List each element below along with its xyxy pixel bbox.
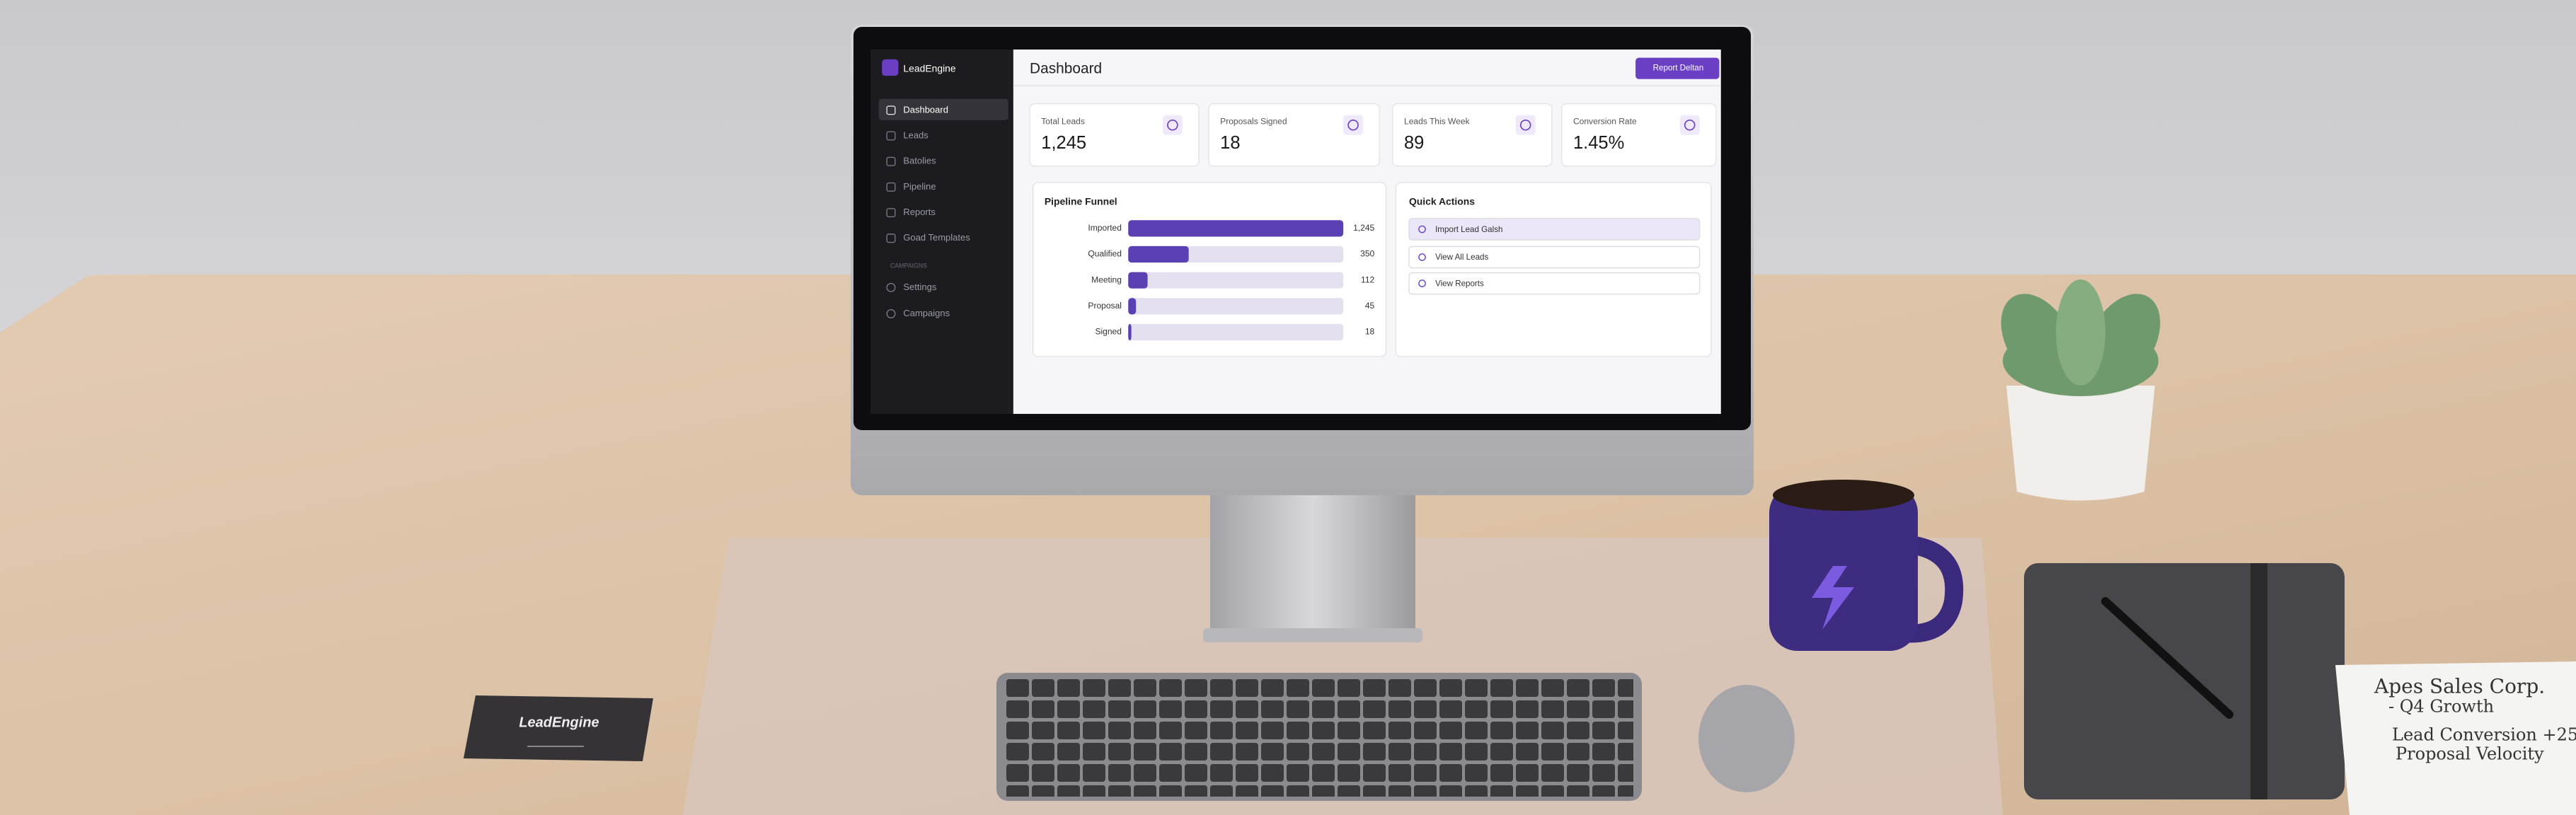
nav-item[interactable]: Campaigns [903,308,950,318]
report-button-label[interactable]: Report Deltan [1653,64,1704,73]
nav-icon [886,282,896,292]
quick-action-icon [1418,253,1426,261]
stat-card [1392,103,1553,167]
mug-handle [1902,536,1964,643]
stat-value: 89 [1404,133,1424,153]
stat-value: 18 [1220,133,1240,153]
nav-icon [886,131,896,141]
quick-action-label[interactable]: View Reports [1435,279,1484,288]
nav-icon [886,182,896,192]
stat-icon [1515,115,1536,135]
stat-icon-glyph [1519,119,1531,131]
funnel-value-label: 1,245 [1353,223,1374,233]
stat-label: Conversion Rate [1573,116,1637,126]
stat-icon [1162,115,1183,135]
nav-item[interactable]: Goad Templates [903,232,970,243]
screen: LeadEngine Dashboard Leads Batolies Pipelin… [870,50,1721,415]
keyboard-keys [1005,678,1633,797]
stat-icon-glyph [1167,119,1178,131]
quick-action-icon [1418,225,1426,233]
funnel-value-label: 45 [1365,301,1375,311]
pen [2101,597,2233,719]
notebook [2024,563,2345,799]
funnel-value-label: 112 [1361,274,1375,284]
funnel-label: Proposal [1088,301,1122,311]
card-brand: LeadEngine [519,715,599,730]
note: Apes Sales Corp. - Q4 Growth Lead Conver… [2335,661,2576,815]
nav-item[interactable]: Settings [903,282,936,292]
funnel-track [1128,272,1344,289]
quick-action-label[interactable]: View All Leads [1435,253,1488,262]
note-line: - Q4 Growth [2388,697,2494,717]
nav-icon [886,105,896,115]
note-line: Apes Sales Corp. [2374,675,2545,698]
nav-item[interactable]: Reports [903,207,936,217]
funnel-bar [1128,323,1132,341]
nav-item[interactable]: Batolies [903,156,936,166]
funnel-track [1128,323,1344,341]
funnel-label: Meeting [1091,274,1122,284]
quick-action-button[interactable] [1408,272,1701,295]
stat-label: Leads This Week [1404,116,1471,126]
logo-icon [882,59,899,76]
mouse [1698,685,1795,792]
quick-action-icon [1418,279,1426,287]
stat-icon-glyph [1684,119,1696,131]
funnel-value-label: 18 [1365,327,1375,337]
app-name: LeadEngine [903,63,956,74]
stat-card [1208,103,1380,167]
funnel-title: Pipeline Funnel [1045,195,1117,207]
nav-icon [886,309,896,319]
funnel-bar [1128,245,1189,263]
stat-icon-glyph [1347,119,1359,131]
funnel-label: Qualified [1088,249,1122,259]
stat-label: Proposals Signed [1220,116,1287,126]
report-button[interactable] [1635,57,1720,79]
header-title: Dashboard [1030,60,1102,76]
business-card: LeadEngine [464,695,653,761]
funnel-bar [1128,298,1137,315]
quick-action-label[interactable]: Import Lead Galsh [1435,225,1502,234]
funnel-bar [1128,272,1148,289]
stat-icon [1679,115,1700,135]
funnel-label: Imported [1088,223,1122,233]
nav-item[interactable]: Dashboard [903,104,948,115]
quick-actions-panel [1395,182,1712,357]
note-line: Lead Conversion +25 [2392,725,2576,745]
note-line: Proposal Velocity [2396,744,2544,764]
monitor-stand [1210,494,1415,635]
quick-action-button[interactable] [1408,218,1701,241]
note-paper [2335,661,2576,815]
nav-item[interactable]: Pipeline [903,181,936,192]
nav-icon [886,233,896,243]
stat-card [1561,103,1717,167]
funnel-bar [1128,220,1344,237]
stat-card [1029,103,1200,167]
quick-action-button[interactable] [1408,245,1701,269]
nav-icon [886,156,896,166]
notebook-band [2250,563,2267,799]
funnel-track [1128,298,1344,315]
funnel-label: Signed [1095,327,1122,337]
stat-icon [1343,115,1363,135]
nav-icon [886,208,896,218]
plant-pot [2006,386,2155,501]
stat-value: 1.45% [1573,133,1624,153]
quick-actions-title: Quick Actions [1409,195,1475,207]
stat-value: 1,245 [1041,133,1086,153]
stand-base [1203,628,1422,642]
nav-item[interactable]: Leads [903,129,928,140]
mug-logo [1812,566,1854,630]
nav-highlight [878,98,1008,120]
funnel-value-label: 350 [1360,249,1374,259]
nav-section-label: CAMPAIGNS [890,262,927,270]
stat-label: Total Leads [1041,116,1085,126]
coffee [1773,480,1914,511]
succulent [2001,279,2161,396]
